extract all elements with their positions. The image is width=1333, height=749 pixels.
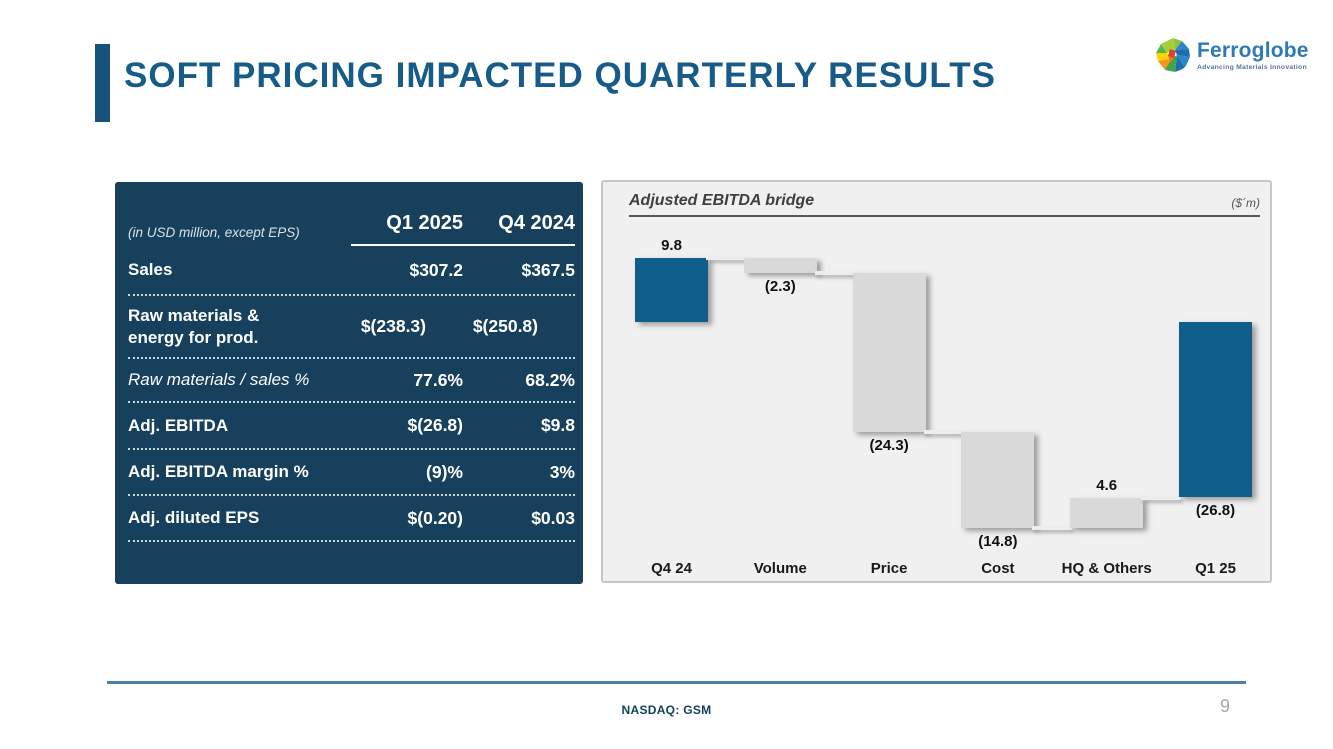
value-q4: 3% — [549, 461, 575, 482]
waterfall-bar-hq-others — [1070, 498, 1144, 529]
col-header-q1-2025: Q1 2025 — [386, 212, 463, 234]
waterfall-bar-q1-25 — [1179, 322, 1252, 497]
bar-value-label: (24.3) — [869, 436, 909, 454]
value-q1: $(26.8) — [407, 415, 463, 435]
waterfall-connector — [1032, 526, 1073, 531]
value-q1: $307.2 — [409, 259, 463, 280]
waterfall-bar-volume — [743, 258, 817, 274]
waterfall-connector — [706, 256, 746, 260]
table-row-adj-ebitda-margin: Adj. EBITDA margin % (9)% 3% — [128, 450, 575, 496]
value-q1: $(0.20) — [407, 507, 463, 528]
logo-text: Ferroglobe Advancing Materials Innovatio… — [1197, 40, 1309, 71]
page-number: 9 — [1219, 696, 1230, 716]
waterfall-bar-cost — [961, 431, 1035, 529]
value-q4: $(250.8) — [472, 316, 538, 336]
table-column-headers: Q1 2025 Q4 2024 — [351, 212, 575, 246]
x-axis-label: Q4 24 — [651, 560, 692, 577]
x-axis-label: Cost — [981, 560, 1015, 577]
value-q1: (9)% — [426, 461, 463, 482]
bar-value-label: (14.8) — [978, 533, 1018, 551]
value-q4: 68.2% — [525, 369, 575, 390]
x-axis-label: Q1 25 — [1195, 560, 1236, 577]
table-row-adj-ebitda: Adj. EBITDA $(26.8) $9.8 — [128, 403, 575, 450]
waterfall-plot: 9.8 Q4 24 (2.3) Volume (24.3) Price (14.8) Cost… — [603, 182, 1270, 581]
title-accent-bar — [95, 44, 110, 122]
value-q4: $9.8 — [540, 415, 575, 435]
row-label: Adj. diluted EPS — [128, 508, 260, 528]
row-label: Raw materials / sales % — [128, 370, 310, 390]
row-label: Adj. EBITDA margin % — [128, 462, 309, 482]
x-axis-label: Volume — [753, 560, 807, 577]
logo-wordmark: Ferroglobe — [1197, 38, 1309, 62]
bar-value-label: (26.8) — [1195, 502, 1236, 519]
table-units-note: (in USD million, except EPS) — [128, 225, 300, 240]
value-q1: 77.6% — [413, 369, 463, 390]
waterfall-bar-q4-24 — [635, 258, 708, 322]
financial-results-table: (in USD million, except EPS) Q1 2025 Q4 … — [115, 182, 583, 584]
row-label: Adj. EBITDA — [128, 415, 229, 435]
row-label: Raw materials & energy for prod. — [128, 306, 260, 347]
x-axis-label: HQ & Others — [1061, 560, 1152, 577]
page-title: SOFT PRICING IMPACTED QUARTERLY RESULTS — [124, 56, 996, 95]
table-header-row: (in USD million, except EPS) Q1 2025 Q4 … — [128, 182, 575, 246]
value-q4: $0.03 — [531, 507, 575, 528]
row-label: Sales — [128, 260, 173, 280]
waterfall-connector — [923, 429, 964, 434]
table-row-raw-materials: Raw materials & energy for prod. $(238.3… — [128, 296, 575, 359]
chart-header: Adjusted EBITDA bridge ($´m) — [629, 192, 1260, 217]
globe-facets-icon — [1156, 38, 1190, 72]
waterfall-bar-price — [852, 273, 926, 432]
chart-unit-label: ($´m) — [1231, 196, 1260, 210]
col-header-q4-2024: Q4 2024 — [498, 212, 575, 234]
table-row-adj-diluted-eps: Adj. diluted EPS $(0.20) $0.03 — [128, 496, 575, 542]
logo-tagline: Advancing Materials Innovation — [1197, 63, 1307, 71]
waterfall-connector — [1141, 496, 1181, 501]
chart-title: Adjusted EBITDA bridge — [629, 192, 815, 209]
ticker-label: NASDAQ: GSM — [621, 703, 712, 717]
footer-divider — [107, 681, 1246, 684]
bar-value-label: 4.6 — [1096, 477, 1118, 495]
ebitda-bridge-panel: Adjusted EBITDA bridge ($´m) 9.8 Q4 24 (2.… — [601, 180, 1272, 583]
value-q1: $(238.3) — [360, 316, 426, 336]
bar-value-label: 9.8 — [661, 237, 682, 254]
ferroglobe-logo: Ferroglobe Advancing Materials Innovatio… — [1155, 37, 1309, 73]
table-row-raw-materials-pct: Raw materials / sales % 77.6% 68.2% — [128, 359, 575, 403]
table-row-sales: Sales $307.2 $367.5 — [128, 246, 575, 296]
bar-value-label: (2.3) — [764, 278, 796, 296]
value-q4: $367.5 — [521, 259, 575, 280]
waterfall-connector — [814, 271, 855, 276]
x-axis-label: Price — [870, 560, 908, 577]
